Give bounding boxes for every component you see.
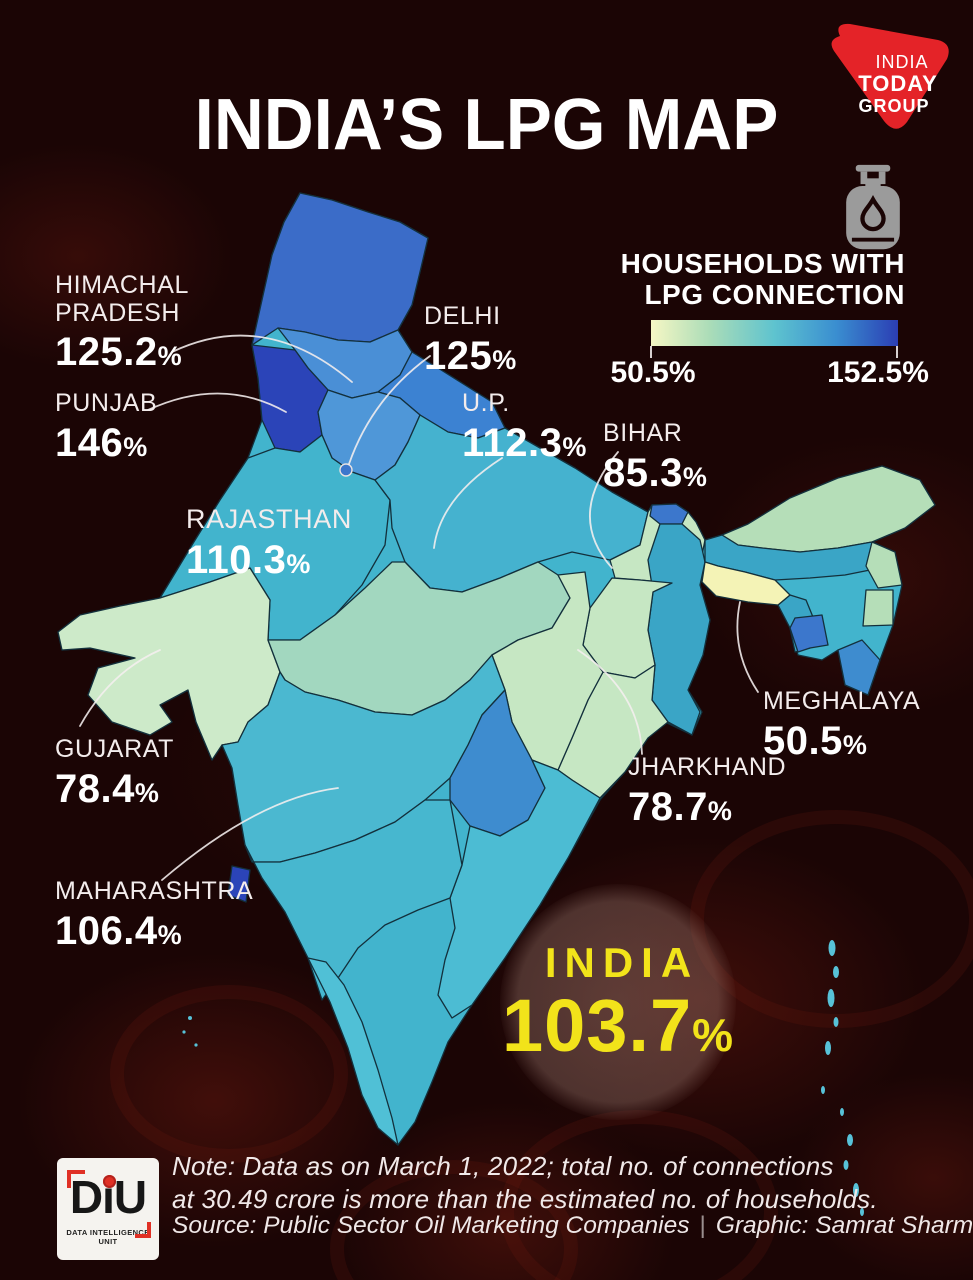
- callout-bihar: BIHAR 85.3%: [603, 419, 708, 496]
- leader-maharashtra: [161, 787, 339, 881]
- state-value: 50.5%: [763, 718, 868, 763]
- callout-rajasthan: RAJASTHAN 110.3%: [186, 504, 352, 583]
- page-title: INDIA’S LPG MAP: [194, 85, 779, 165]
- legend-tick-max: [896, 346, 898, 358]
- legend-heading-line1: HOUSEHOLDS WITH: [620, 248, 905, 279]
- state-kerala: [307, 957, 399, 1146]
- state-sikkim: [649, 503, 689, 525]
- callout-delhi: DELHI 125%: [424, 302, 517, 379]
- callout-jharkhand: JHARKHAND 78.7%: [628, 753, 787, 830]
- state-label: MEGHALAYA: [763, 687, 921, 715]
- legend-tick-min: [650, 346, 652, 358]
- leader-delhi: [348, 355, 431, 465]
- logo-line-3: GROUP: [858, 96, 929, 116]
- state-label: DELHI: [424, 302, 501, 330]
- diu-logo: DiU DATA INTELLIGENCE UNIT: [57, 1158, 159, 1260]
- andaman-nicobar-islands: [821, 940, 864, 1216]
- diu-subtext: DATA INTELLIGENCE UNIT: [66, 1228, 150, 1246]
- leader-gujarat: [79, 649, 161, 727]
- source-credit: Source: Public Sector Oil Marketing Comp…: [172, 1212, 973, 1240]
- footnote-line1: Note: Data as on March 1, 2022; total no…: [172, 1151, 834, 1181]
- state-label: GUJARAT: [55, 735, 175, 763]
- source-text: Source: Public Sector Oil Marketing Comp…: [172, 1212, 690, 1239]
- lpg-cylinder-icon: [846, 164, 900, 250]
- leader-jharkhand: [577, 649, 643, 755]
- callout-punjab: PUNJAB 146%: [55, 389, 158, 466]
- india-today-group-logo: INDIA TODAY GROUP: [831, 23, 949, 129]
- state-label: RAJASTHAN: [186, 504, 352, 534]
- leader-himachal: [171, 334, 353, 383]
- state-label: U.P.: [462, 389, 510, 417]
- leader-bihar: [589, 451, 619, 569]
- percent-sign: %: [157, 919, 183, 950]
- percent-sign: %: [707, 795, 733, 826]
- state-label: PUNJAB: [55, 389, 158, 417]
- state-meghalaya: [701, 561, 791, 606]
- state-value: 85.3%: [603, 450, 708, 495]
- percent-sign: %: [134, 777, 160, 808]
- diu-wordmark: DiU: [69, 1171, 147, 1223]
- legend-min-label: 50.5%: [610, 356, 696, 389]
- legend-max-label: 152.5%: [827, 356, 929, 389]
- percent-sign: %: [682, 461, 708, 492]
- percent-sign: %: [842, 729, 868, 760]
- india-total-badge: INDIA 103.7%: [500, 884, 736, 1120]
- state-delhi-marker: [339, 463, 353, 477]
- droplet-icon: [860, 194, 886, 232]
- india-total-name: INDIA: [544, 939, 700, 987]
- state-label: BIHAR: [603, 419, 683, 447]
- diu-dot-icon: [103, 1175, 116, 1188]
- state-andhra-pradesh: [437, 759, 601, 1019]
- india-total-value: 103.7%: [501, 984, 735, 1068]
- state-west-bengal: [647, 523, 711, 736]
- logo-line-1: INDIA: [875, 52, 928, 72]
- state-arunachal-pradesh: [721, 465, 936, 553]
- footnote-line2: at 30.49 crore is more than the estimate…: [172, 1183, 878, 1214]
- callout-lines: [79, 334, 759, 881]
- legend-gradient-bar: [651, 320, 898, 346]
- leader-punjab: [147, 392, 287, 413]
- state-mizoram: [837, 639, 881, 696]
- logo-line-2: TODAY: [858, 71, 938, 96]
- callout-himachal-pradesh: HIMACHAL PRADESH 125.2%: [55, 271, 205, 375]
- divider: |: [699, 1212, 706, 1239]
- lakshadweep-islands: [182, 1016, 198, 1047]
- state-goa: [227, 865, 251, 903]
- legend-heading: HOUSEHOLDS WITH LPG CONNECTION: [621, 248, 905, 311]
- graphic-credit: Graphic: Samrat Sharma, Jaipal Sharma: [715, 1212, 973, 1239]
- percent-sign: %: [123, 431, 148, 462]
- percent-sign: %: [157, 341, 183, 371]
- state-value: 125%: [424, 333, 517, 378]
- callout-uttar-pradesh: U.P. 112.3%: [462, 389, 587, 466]
- percent-sign: %: [286, 548, 311, 579]
- leader-meghalaya: [736, 601, 759, 693]
- leader-up: [433, 457, 503, 549]
- state-value: 78.7%: [628, 784, 733, 829]
- state-jammu-kashmir: [251, 192, 429, 346]
- callout-maharashtra: MAHARASHTRA 106.4%: [55, 877, 254, 954]
- state-label: JHARKHAND: [628, 753, 787, 781]
- state-value: 110.3%: [186, 537, 311, 582]
- state-tripura: [789, 614, 829, 653]
- state-label: MAHARASHTRA: [55, 877, 254, 905]
- state-value: 106.4%: [55, 908, 183, 953]
- state-value: 78.4%: [55, 766, 160, 811]
- state-value: 125.2%: [55, 330, 183, 374]
- footnote: Note: Data as on March 1, 2022; total no…: [172, 1150, 878, 1215]
- state-manipur: [862, 589, 894, 627]
- state-value: 112.3%: [462, 420, 587, 465]
- percent-sign: %: [692, 1009, 735, 1062]
- percent-sign: %: [562, 431, 587, 462]
- legend-heading-line2: LPG CONNECTION: [644, 279, 905, 311]
- state-label: HIMACHAL PRADESH: [55, 271, 189, 327]
- callout-gujarat: GUJARAT 78.4%: [55, 735, 175, 812]
- state-value: 146%: [55, 420, 148, 465]
- callout-meghalaya: MEGHALAYA 50.5%: [763, 687, 921, 764]
- percent-sign: %: [492, 344, 517, 375]
- state-nagaland: [865, 541, 903, 589]
